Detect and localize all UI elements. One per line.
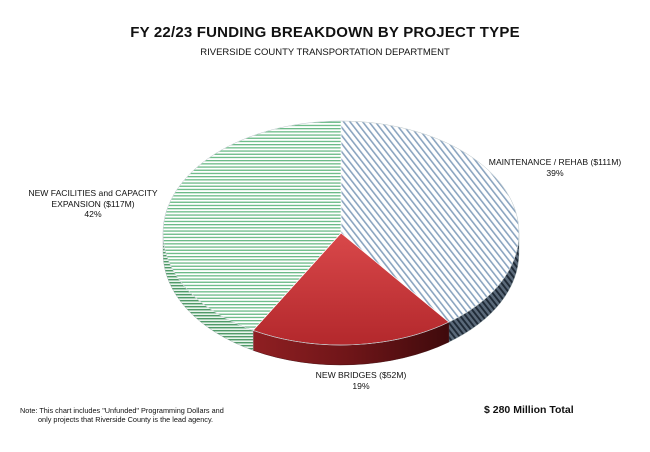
chart-note: Note: This chart includes "Unfunded" Pro… bbox=[20, 406, 270, 425]
slice-percent: 19% bbox=[352, 380, 370, 391]
slice-label-line: NEW FACILITIES and CAPACITY bbox=[28, 188, 158, 198]
slice-label-text: MAINTENANCE / REHAB ($111M) bbox=[488, 157, 622, 167]
slice-label-new-bridges: NEW BRIDGES ($52M) 19% bbox=[306, 370, 416, 391]
chart-subtitle: RIVERSIDE COUNTY TRANSPORTATION DEPARTME… bbox=[200, 47, 450, 58]
note-line: only projects that Riverside County is t… bbox=[38, 415, 214, 425]
slice-label-maintenance-rehab: MAINTENANCE / REHAB ($111M) 39% bbox=[470, 157, 640, 178]
slice-label-new-facilities: NEW FACILITIES and CAPACITY EXPANSION ($… bbox=[18, 188, 168, 220]
slice-label-text: NEW BRIDGES ($52M) bbox=[315, 370, 407, 380]
funding-total: $ 280 Million Total bbox=[484, 404, 574, 416]
chart-title: FY 22/23 FUNDING BREAKDOWN BY PROJECT TY… bbox=[130, 24, 520, 41]
slice-percent: 42% bbox=[84, 209, 102, 219]
slice-label-line: EXPANSION ($117M) bbox=[51, 198, 135, 209]
slice-percent: 39% bbox=[546, 167, 564, 178]
note-line: Note: This chart includes "Unfunded" Pro… bbox=[20, 406, 224, 415]
pie-rim bbox=[162, 120, 520, 346]
